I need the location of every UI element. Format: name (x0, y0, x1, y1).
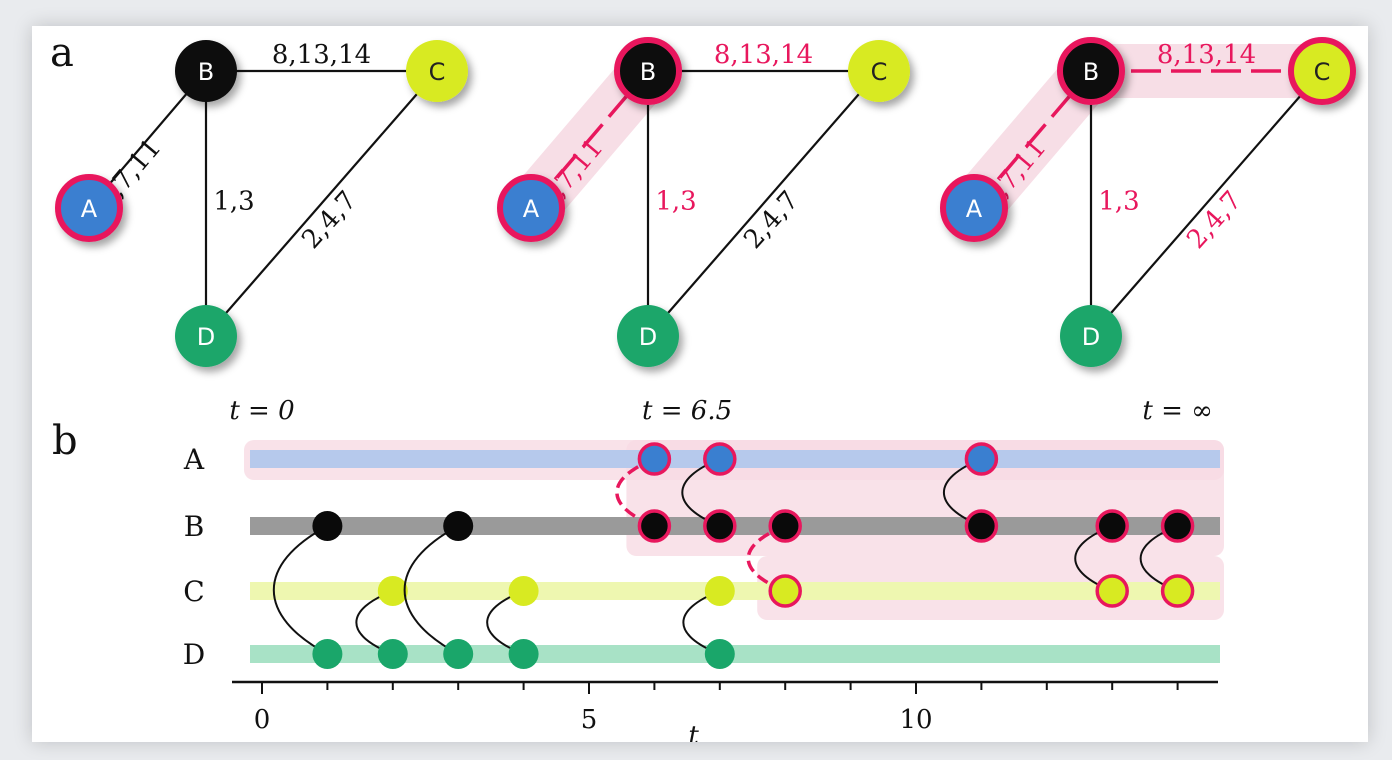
time-axis: 0 5 10 t (232, 680, 1218, 742)
node-circle-b (175, 40, 237, 102)
node-c: C (406, 40, 468, 102)
node-a: A (497, 174, 565, 242)
contact-point-b (1095, 509, 1129, 543)
node-label-a: A (81, 195, 98, 223)
contact-point-c (704, 576, 735, 606)
node-label-a: A (966, 195, 983, 223)
node-circle-d (175, 305, 237, 367)
edge-cd (1090, 70, 1323, 337)
contact-point-c (1095, 574, 1129, 608)
edge-label-bc: 8,13,14 (1157, 40, 1256, 70)
row-label-d: D (183, 638, 205, 671)
node-circle-d (1060, 305, 1122, 367)
graph-state-1: 6,7,118,13,141,3 2,4,7AB CD (55, 40, 468, 367)
node-a: A (55, 174, 123, 242)
time-label-0: t = 0 (229, 396, 294, 426)
contact-point-a (637, 442, 672, 476)
node-circle-b (1057, 37, 1125, 105)
node-label-d: D (1082, 323, 1100, 351)
contact-point-b (637, 509, 672, 543)
contact-point-d (312, 639, 343, 669)
contact-point-d (443, 639, 474, 669)
node-d: D (1060, 305, 1122, 367)
node-b: B (175, 40, 237, 102)
contacts (273, 442, 1195, 669)
contact-link-cd (355, 590, 394, 655)
contact-point-c (768, 574, 802, 608)
axis-tick-label: 0 (254, 705, 271, 735)
node-circle-a (497, 174, 565, 242)
graph-state-2: 6,7,118,13,141,3 2,4,7AB CD (497, 37, 910, 367)
node-circle-a (55, 174, 123, 242)
node-a: A (940, 174, 1008, 242)
edge-cd (205, 70, 438, 337)
node-circle-a (940, 174, 1008, 242)
contact-point-b (312, 511, 343, 541)
contact-point-d (704, 639, 735, 669)
node-label-d: D (639, 323, 657, 351)
figure-svg: a b 6,7,118,13,141,3 2,4,7AB CD6,7,118,13,… (50, 30, 1356, 742)
edge-label-bd: 1,3 (1098, 187, 1139, 217)
node-d: D (175, 305, 237, 367)
time-label-2: t = ∞ (1142, 396, 1212, 426)
axis-tick-label: 10 (899, 705, 932, 735)
node-label-c: C (429, 58, 446, 86)
node-b: B (1057, 37, 1125, 105)
edge-label-bd: 1,3 (655, 187, 696, 217)
edge-ab (972, 69, 1093, 210)
graph-state-3: 6,7,118,13,141,3 2,4,7AB CD (940, 37, 1356, 367)
node-c: C (848, 40, 910, 102)
row-label-b: B (184, 510, 205, 543)
contact-point-c (508, 576, 539, 606)
panel-a-graphs: 6,7,118,13,141,3 2,4,7AB CD6,7,118,13,141,… (55, 37, 1356, 367)
contact-point-b (703, 509, 737, 543)
node-label-a: A (523, 195, 540, 223)
contact-point-a (703, 442, 737, 476)
row-label-c: C (183, 575, 204, 608)
node-label-b: B (1083, 58, 1099, 86)
node-d: D (617, 305, 679, 367)
axis-tick-label: 5 (581, 705, 598, 735)
edge-label-bd: 1,3 (213, 187, 254, 217)
edge-ab (529, 69, 650, 210)
contact-point-b (1160, 509, 1195, 543)
contact-point-a (964, 442, 999, 476)
contact-link-cd (486, 590, 524, 655)
row-label-a: A (183, 443, 205, 476)
contact-point-c (377, 576, 408, 606)
node-label-b: B (198, 58, 214, 86)
edge-label-bc: 8,13,14 (272, 40, 371, 70)
node-label-b: B (640, 58, 656, 86)
node-circle-c (406, 40, 468, 102)
edge-label-bc: 8,13,14 (714, 40, 813, 70)
edge-cd (647, 70, 880, 337)
node-circle-b (614, 37, 682, 105)
contact-point-c (1160, 574, 1195, 608)
time-label-1: t = 6.5 (642, 396, 732, 426)
panel-a-label: a (50, 30, 74, 76)
panel-b-label: b (52, 418, 78, 464)
contact-point-b (443, 511, 474, 541)
contact-point-b (964, 509, 999, 543)
node-circle-c (848, 40, 910, 102)
contact-link-bd (273, 525, 328, 655)
node-b: B (614, 37, 682, 105)
node-label-d: D (197, 323, 215, 351)
node-circle-d (617, 305, 679, 367)
contact-point-b (768, 509, 802, 543)
axis-title: t (688, 721, 699, 742)
node-label-c: C (871, 58, 888, 86)
node-c: C (1288, 37, 1356, 105)
contact-point-d (508, 639, 539, 669)
contact-point-d (377, 639, 408, 669)
node-label-c: C (1314, 58, 1331, 86)
contact-link-bd (403, 525, 459, 655)
contact-link-cd (682, 590, 721, 655)
figure-canvas: a b 6,7,11 8,13,14 1,3 2,4,7 A B C D 6,7,11 8,13,… (32, 26, 1368, 742)
node-circle-c (1288, 37, 1356, 105)
